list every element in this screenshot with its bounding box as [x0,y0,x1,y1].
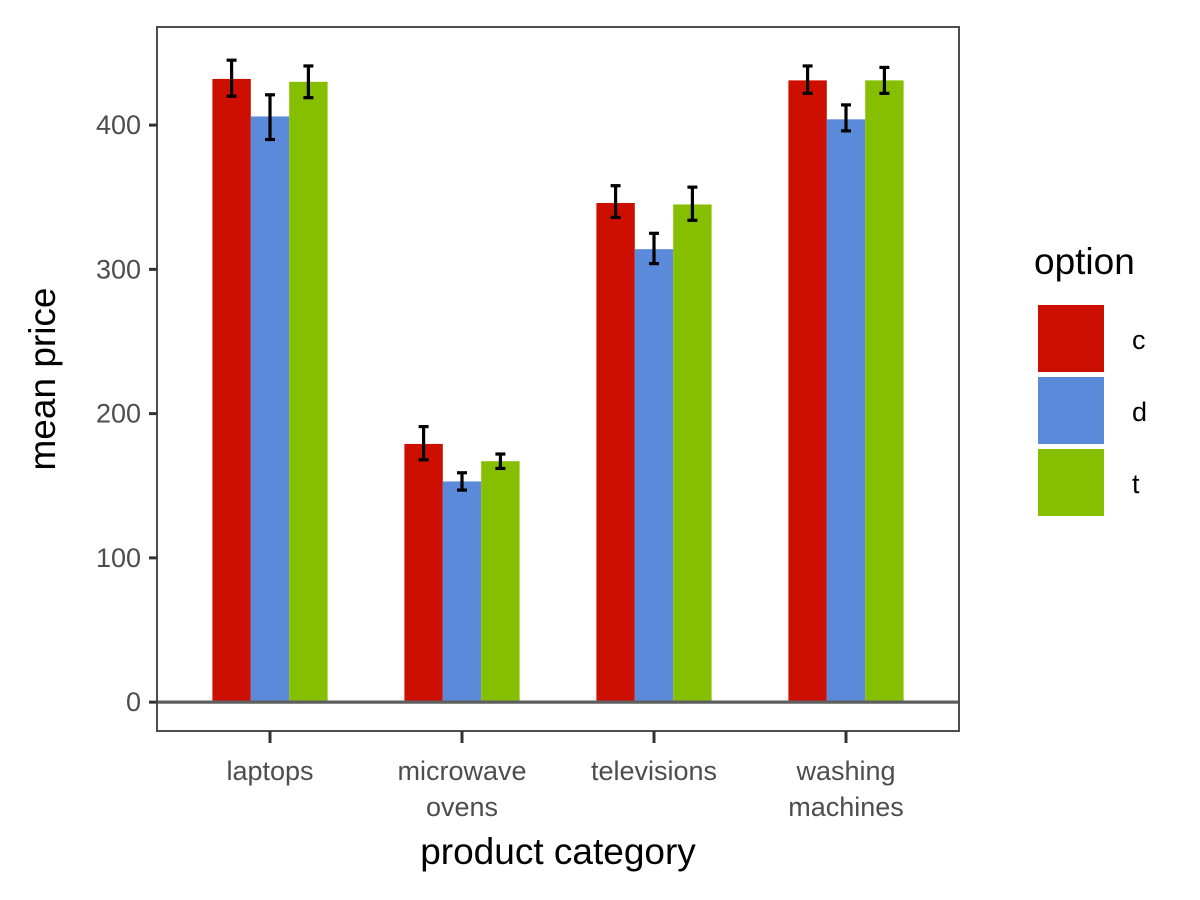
y-tick-label: 400 [96,110,141,140]
x-tick-label: washing machines [788,756,904,822]
legend-key-d [1038,377,1104,444]
x-tick-label: microwave ovens [397,756,526,822]
bar-c-0 [212,78,251,703]
bar-d-3 [826,119,866,703]
y-tick-label: 100 [96,543,141,573]
legend-title: option [1034,241,1135,282]
bar-t-1 [481,461,520,703]
legend-label-c: c [1132,325,1146,355]
x-tick-label-line: washing [795,756,895,786]
x-tick-label-line: laptops [226,756,313,786]
bar-d-0 [250,116,290,703]
x-tick-label-line: ovens [426,792,498,822]
bar-t-2 [673,204,712,703]
bar-t-3 [865,80,904,703]
y-tick-label: 0 [126,687,141,717]
legend: option c d t [1034,241,1147,516]
bar-c-1 [404,443,443,703]
y-axis: 0 100 200 300 400 [96,110,157,717]
bar-d-2 [634,249,674,703]
x-axis-title: product category [420,831,696,872]
x-tick-label-line: televisions [591,756,717,786]
bar-d-1 [442,481,482,703]
bar-c-3 [788,80,827,703]
y-axis-title: mean price [22,287,63,470]
x-tick-label: televisions [591,756,717,786]
x-tick-label-line: machines [788,792,904,822]
x-tick-label-line: microwave [397,756,526,786]
legend-label-d: d [1132,397,1147,427]
legend-key-t [1038,449,1104,516]
error-bars-layer [226,58,890,492]
bars-layer [212,78,904,703]
x-axis: laptops microwave ovens televisions washing m… [226,731,904,822]
panel-border [156,26,960,732]
legend-label-t: t [1132,469,1140,499]
bar-t-0 [289,81,328,703]
y-tick-label: 200 [96,399,141,429]
y-tick-label: 300 [96,254,141,284]
bar-c-2 [596,203,635,703]
legend-key-c [1038,305,1104,372]
x-tick-label: laptops [226,756,313,786]
